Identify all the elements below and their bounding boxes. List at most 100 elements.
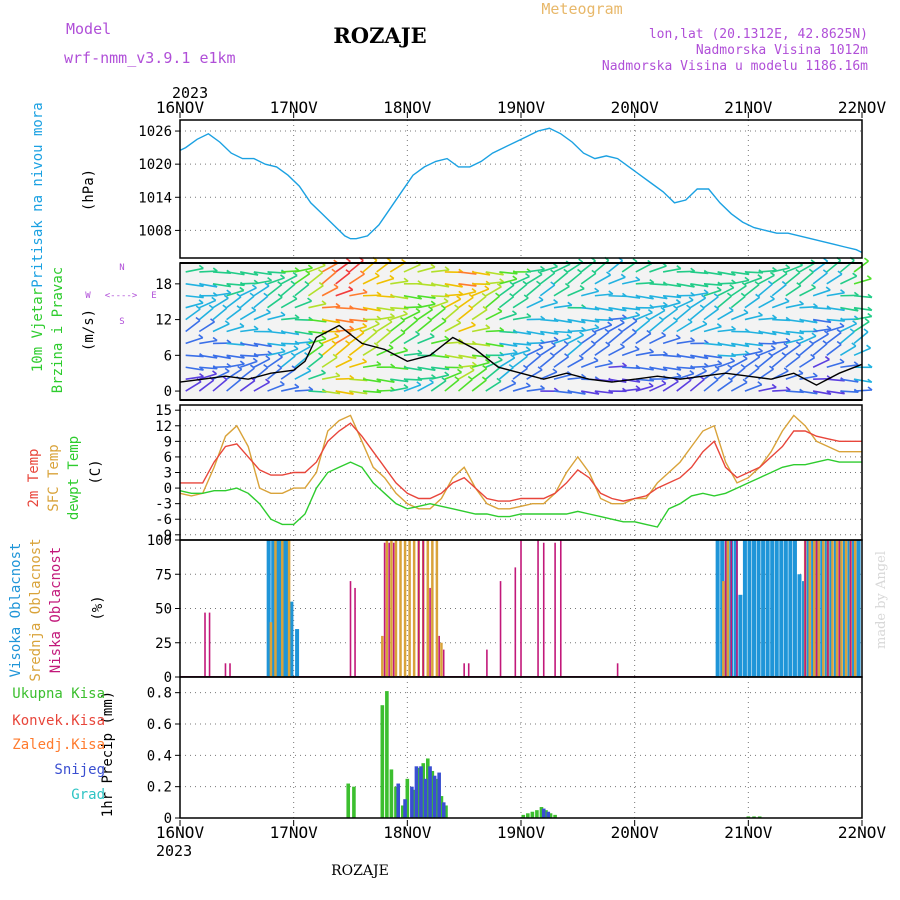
- ytick-label: 0.2: [147, 780, 172, 796]
- total-rain-bar: [435, 778, 439, 818]
- wind-arrow-head: [635, 385, 641, 390]
- wind-arrow-head: [594, 287, 600, 292]
- wind-arrow: [799, 305, 818, 309]
- wind-arrow: [649, 382, 667, 392]
- total-rain-bar: [521, 814, 526, 818]
- wind-arrow: [771, 272, 788, 285]
- wind-arrow-head: [785, 386, 791, 391]
- wind-arrow-head: [754, 364, 760, 369]
- wind-arrow-head: [304, 280, 310, 286]
- wind-arrow: [307, 355, 324, 368]
- wind-arrow: [826, 273, 843, 285]
- wind-arrow: [253, 381, 270, 392]
- wind-arrow: [622, 294, 641, 299]
- wind-arrow: [635, 378, 654, 382]
- wind-arrow: [526, 346, 544, 357]
- wind-arrow: [608, 346, 625, 357]
- wind-arrow: [485, 310, 503, 321]
- wind-arrow-head: [635, 311, 641, 316]
- wind-arrow: [540, 330, 559, 335]
- wind-arrow: [689, 297, 707, 309]
- wind-arrow: [703, 368, 720, 380]
- low-cloud-bar: [520, 540, 522, 677]
- wind-arrow-head: [509, 293, 515, 298]
- snow-bar: [541, 808, 546, 818]
- wind-arrow-head: [332, 353, 338, 359]
- ytick-label: 0: [164, 384, 172, 400]
- temp-2m-line: [180, 422, 862, 502]
- wind-arrow: [499, 313, 517, 321]
- low-cloud-bar: [354, 587, 356, 677]
- wind-arrow: [390, 386, 409, 392]
- xtick-label-top: 18NOV: [383, 98, 432, 117]
- wind-arrow: [826, 306, 845, 312]
- wind-arrow-head: [458, 338, 464, 343]
- cloud-ylabel-2: Srednja Oblacnost: [28, 538, 44, 681]
- wind-arrow-head: [867, 306, 873, 311]
- mid-cloud-bar: [412, 540, 416, 677]
- wind-arrow-head: [441, 317, 447, 322]
- wind-arrow: [307, 271, 323, 285]
- wind-arrow-head: [647, 308, 653, 314]
- wind-arrow-head: [620, 273, 626, 278]
- wind-arrow: [185, 302, 204, 309]
- wind-arrow-head: [757, 347, 763, 352]
- wind-arrow-head: [740, 292, 746, 297]
- wind-arrow: [622, 388, 641, 392]
- wind-arrow: [267, 356, 283, 368]
- low-cloud-bar: [383, 542, 386, 677]
- mid-cloud-bar: [813, 540, 816, 677]
- wind-arrow-head: [646, 329, 652, 335]
- legend-snow: Snijeg: [54, 762, 105, 778]
- wind-arrow: [253, 358, 271, 368]
- wind-arrow: [744, 384, 763, 392]
- xtick-label-top: 17NOV: [270, 98, 319, 117]
- wind-arrow-head: [211, 296, 217, 301]
- wind-arrow-head: [578, 258, 584, 263]
- wind-arrow: [785, 303, 804, 309]
- model-label: Model: [66, 20, 111, 38]
- wind-arrow: [430, 320, 447, 333]
- wind-arrow: [198, 379, 215, 392]
- wind-arrow: [512, 315, 531, 321]
- legend-graupel: Grad: [71, 787, 105, 803]
- wind-arrow-head: [649, 279, 655, 284]
- wind-arrow-head: [413, 316, 419, 321]
- wind-arrow-head: [253, 325, 259, 330]
- wind-arrow: [335, 289, 353, 297]
- wind-arrow: [294, 370, 312, 380]
- wind-arrow: [540, 265, 558, 273]
- wind-arrow: [362, 275, 380, 285]
- wind-arrow: [772, 330, 791, 336]
- wind-arrow: [635, 332, 652, 345]
- high-cloud-bar: [733, 540, 738, 677]
- wind-arrow: [676, 354, 695, 359]
- wind-arrow: [648, 319, 664, 333]
- wind-arrow: [594, 378, 613, 383]
- wind-arrow: [499, 278, 517, 285]
- wind-arrow-head: [497, 307, 503, 313]
- wind-arrow: [663, 354, 682, 358]
- wind-arrow-head: [662, 301, 668, 307]
- wind-arrow-head: [294, 383, 300, 388]
- wind-arrow-head: [754, 280, 760, 286]
- wind-arrow: [799, 356, 816, 368]
- mid-cloud-bar: [385, 540, 389, 677]
- wind-arrow-head: [416, 381, 422, 386]
- wind-arrow-head: [429, 332, 435, 338]
- wind-arrow-head: [634, 345, 640, 350]
- ytick-label: 1014: [138, 190, 172, 206]
- wind-arrow: [826, 378, 845, 382]
- wind-arrow: [785, 264, 803, 273]
- wind-arrow-head: [335, 302, 341, 308]
- wind-arrow-head: [851, 342, 857, 347]
- wind-arrow-head: [536, 352, 541, 357]
- wind-arrow: [471, 295, 487, 309]
- wind-arrow-head: [537, 366, 543, 371]
- wind-arrow: [280, 386, 299, 392]
- wind-arrow: [390, 280, 409, 285]
- wind-arrow-head: [307, 297, 313, 302]
- wind-arrow: [594, 344, 611, 356]
- wind-arrow-head: [264, 282, 270, 287]
- snow-bar: [428, 766, 432, 818]
